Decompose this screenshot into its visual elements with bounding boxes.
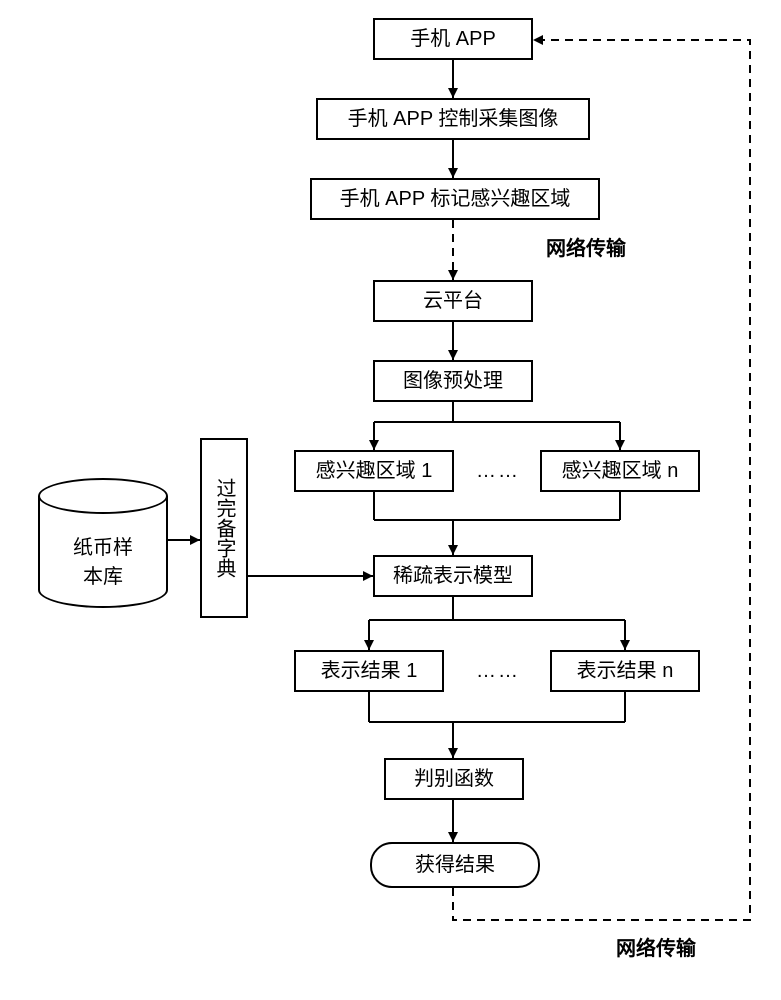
node-result: 获得结果 [370, 842, 540, 888]
node-preprocess: 图像预处理 [373, 360, 533, 402]
node-roi-n: 感兴趣区域 n [540, 450, 700, 492]
node-app: 手机 APP [373, 18, 533, 60]
node-label: 获得结果 [415, 852, 495, 878]
node-label: 手机 APP 控制采集图像 [348, 106, 559, 132]
node-label: 图像预处理 [403, 368, 503, 394]
ellipsis-roi: …… [460, 460, 536, 483]
node-label: 表示结果 1 [321, 658, 418, 684]
node-label: 过完备字典 [211, 478, 237, 578]
node-dictionary: 过完备字典 [200, 438, 248, 618]
node-res-1: 表示结果 1 [294, 650, 444, 692]
node-res-n: 表示结果 n [550, 650, 700, 692]
db-top-ellipse [38, 478, 168, 514]
node-label: 稀疏表示模型 [393, 563, 513, 589]
ellipsis-res: …… [460, 660, 536, 683]
node-label: 表示结果 n [577, 658, 674, 684]
edge-label-net2: 网络传输 [616, 932, 696, 961]
node-cloud: 云平台 [373, 280, 533, 322]
node-mark: 手机 APP 标记感兴趣区域 [310, 178, 600, 220]
node-roi-1: 感兴趣区域 1 [294, 450, 454, 492]
node-label: 云平台 [423, 288, 483, 314]
node-label: 判别函数 [414, 766, 494, 792]
node-capture: 手机 APP 控制采集图像 [316, 98, 590, 140]
edge-label-net1: 网络传输 [546, 232, 626, 261]
node-label: 感兴趣区域 1 [316, 458, 433, 484]
node-label: 手机 APP 标记感兴趣区域 [340, 186, 571, 212]
node-label: 手机 APP [410, 26, 496, 52]
node-judge: 判别函数 [384, 758, 524, 800]
node-label: 感兴趣区域 n [562, 458, 679, 484]
node-label: 纸币样本库 [73, 531, 133, 589]
node-sparse: 稀疏表示模型 [373, 555, 533, 597]
